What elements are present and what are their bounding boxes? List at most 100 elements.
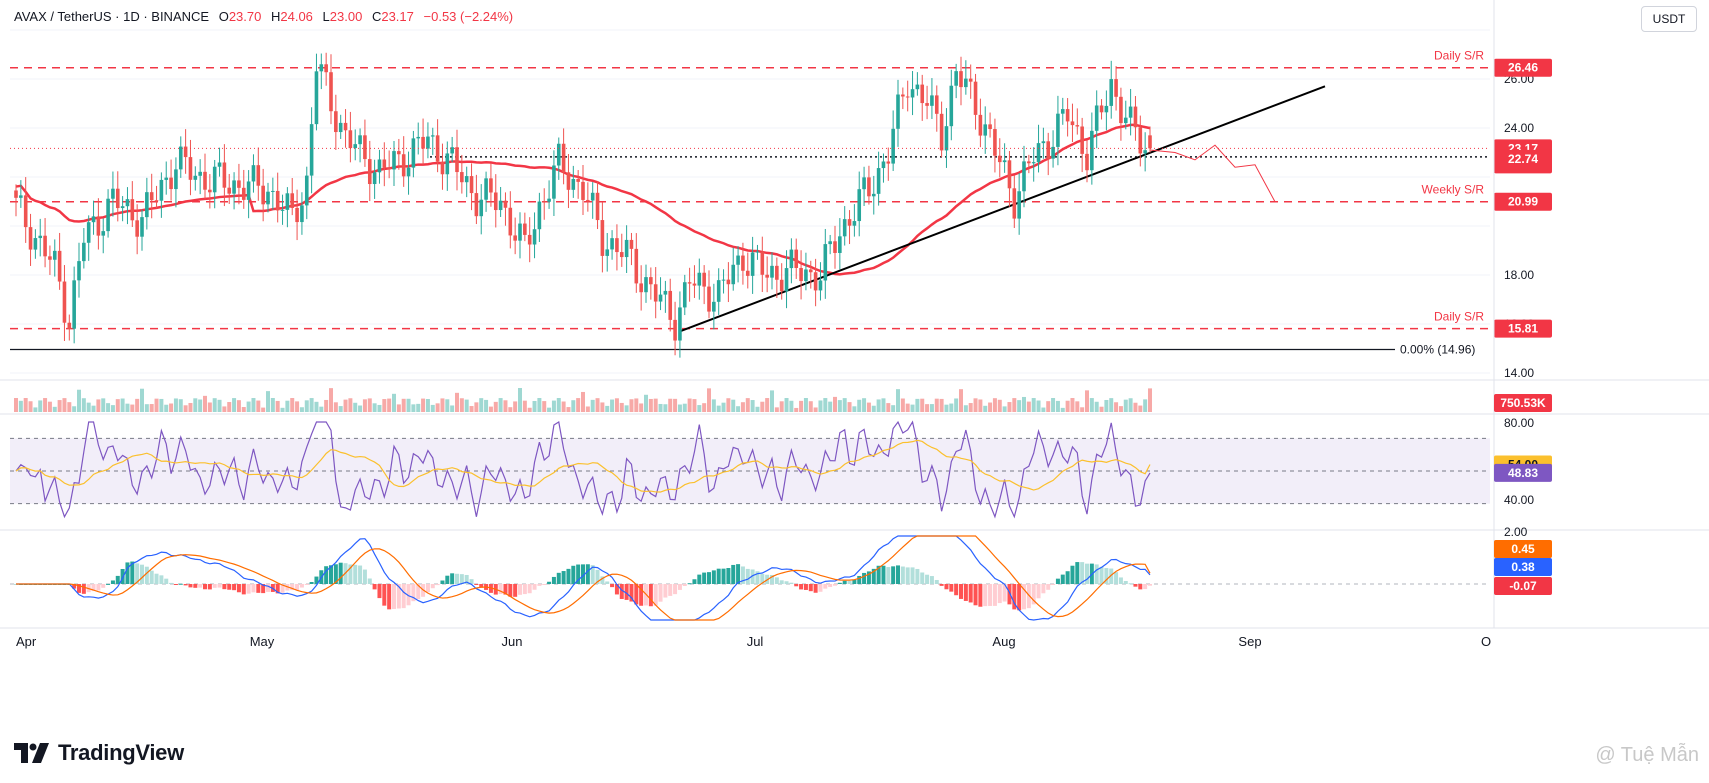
macd-hist-bar bbox=[813, 584, 818, 593]
candle-body bbox=[1109, 79, 1114, 106]
volume-bar bbox=[799, 400, 804, 412]
macd-hist-badge: -0.07 bbox=[1509, 579, 1537, 593]
tradingview-logo[interactable]: TradingView bbox=[14, 740, 184, 766]
candle-body bbox=[1007, 160, 1012, 189]
macd-hist-bar bbox=[595, 569, 600, 584]
volume-bar bbox=[159, 398, 164, 412]
volume-bar bbox=[1133, 402, 1138, 412]
candle-body bbox=[615, 238, 619, 253]
macd-hist-bar bbox=[387, 584, 392, 610]
candle-body bbox=[149, 192, 154, 201]
macd-hist-bar bbox=[72, 584, 77, 589]
candle-body bbox=[52, 250, 57, 260]
volume-bar bbox=[721, 402, 726, 412]
candle-body bbox=[813, 272, 818, 291]
rsi-ma-line bbox=[15, 439, 1151, 493]
candle-body bbox=[111, 188, 115, 199]
candle-body bbox=[1012, 188, 1017, 219]
macd-hist-bar bbox=[333, 564, 338, 584]
high-label: H bbox=[270, 9, 281, 24]
rsi-tick-label: 40.00 bbox=[1504, 493, 1534, 507]
candle-body bbox=[624, 239, 629, 258]
macd-hist-bar bbox=[551, 576, 556, 584]
candle-body bbox=[862, 177, 866, 190]
symbol-label[interactable]: AVAX / TetherUS · 1D · BINANCE bbox=[14, 9, 210, 24]
macd-hist-bar bbox=[149, 570, 154, 584]
candle-body bbox=[96, 216, 101, 236]
levels: Daily S/R Weekly S/R Daily S/R 0.00% (14.96… bbox=[10, 49, 1490, 356]
macd-hist-bar bbox=[721, 568, 726, 584]
volume-bar bbox=[891, 405, 896, 412]
candle-body bbox=[707, 286, 711, 312]
macd-hist-bar bbox=[430, 584, 435, 589]
volume-badge: 750.53K bbox=[1500, 396, 1546, 410]
macd-hist-bar bbox=[527, 584, 532, 594]
volume-bar bbox=[57, 400, 62, 412]
volume-bar bbox=[130, 404, 135, 412]
macd-hist-bar bbox=[692, 579, 697, 584]
volume-bar bbox=[33, 407, 38, 412]
candle-body bbox=[881, 161, 886, 169]
level-label: Daily S/R bbox=[1434, 49, 1484, 63]
candle-body bbox=[38, 235, 43, 239]
candle-body bbox=[799, 267, 803, 282]
macd-hist-bar bbox=[251, 584, 256, 593]
candle-body bbox=[716, 280, 721, 302]
macd-hist-bar bbox=[605, 581, 610, 584]
candle-body bbox=[915, 84, 920, 90]
macd-hist-bar bbox=[1031, 584, 1036, 605]
macd-hist-bar bbox=[677, 584, 682, 590]
macd-hist-bar bbox=[959, 584, 963, 599]
currency-button[interactable]: USDT bbox=[1641, 6, 1697, 32]
candle-body bbox=[823, 244, 828, 281]
volume-bar bbox=[871, 405, 876, 412]
volume-bar bbox=[198, 399, 203, 412]
candle-body bbox=[886, 161, 891, 164]
volume-bar bbox=[1036, 400, 1041, 412]
macd-hist-bar bbox=[101, 584, 106, 588]
candle-body bbox=[590, 192, 595, 201]
volume-bar bbox=[1026, 401, 1031, 412]
candle-body bbox=[876, 168, 881, 194]
volume-bar bbox=[304, 400, 309, 412]
macd-hist-bar bbox=[711, 570, 716, 584]
candle-body bbox=[673, 319, 677, 341]
candle-body bbox=[1051, 146, 1055, 159]
rsi-tick-label: 80.00 bbox=[1504, 416, 1534, 430]
volume-bar bbox=[1104, 399, 1109, 412]
candle-body bbox=[663, 290, 668, 295]
volume-bar bbox=[702, 403, 707, 412]
volume-bar bbox=[23, 398, 28, 412]
macd-hist-bar bbox=[353, 564, 358, 584]
volume-bar bbox=[876, 399, 881, 412]
macd-hist-bar bbox=[309, 582, 314, 584]
macd-hist-bar bbox=[474, 584, 479, 585]
macd-hist-bar bbox=[1123, 580, 1128, 584]
macd-hist-bar bbox=[770, 575, 774, 584]
macd-hist-bar bbox=[910, 567, 915, 584]
high-value: 24.06 bbox=[280, 9, 313, 24]
volume-bar bbox=[387, 398, 392, 412]
candle-body bbox=[745, 270, 750, 276]
volume-bar bbox=[682, 403, 687, 412]
volume-bar bbox=[256, 400, 261, 412]
volume-bar bbox=[1099, 406, 1104, 412]
volume-bars bbox=[14, 388, 1152, 412]
volume-bar bbox=[183, 405, 188, 412]
volume-bar bbox=[1075, 401, 1080, 412]
volume-bar bbox=[488, 406, 493, 412]
candle-body bbox=[426, 136, 430, 149]
candle-body bbox=[174, 169, 178, 190]
macd-hist-bar bbox=[566, 568, 571, 584]
macd-hist-bar bbox=[508, 584, 513, 597]
volume-bar bbox=[803, 398, 808, 412]
macd-hist-bar bbox=[362, 569, 367, 584]
volume-bar bbox=[1094, 401, 1099, 412]
volume-bar bbox=[77, 389, 81, 412]
macd-hist-bar bbox=[81, 584, 86, 594]
price-grid bbox=[10, 29, 1490, 374]
time-tick-label: Jul bbox=[747, 634, 764, 649]
candle-body bbox=[154, 200, 159, 202]
volume-bar bbox=[222, 406, 227, 412]
